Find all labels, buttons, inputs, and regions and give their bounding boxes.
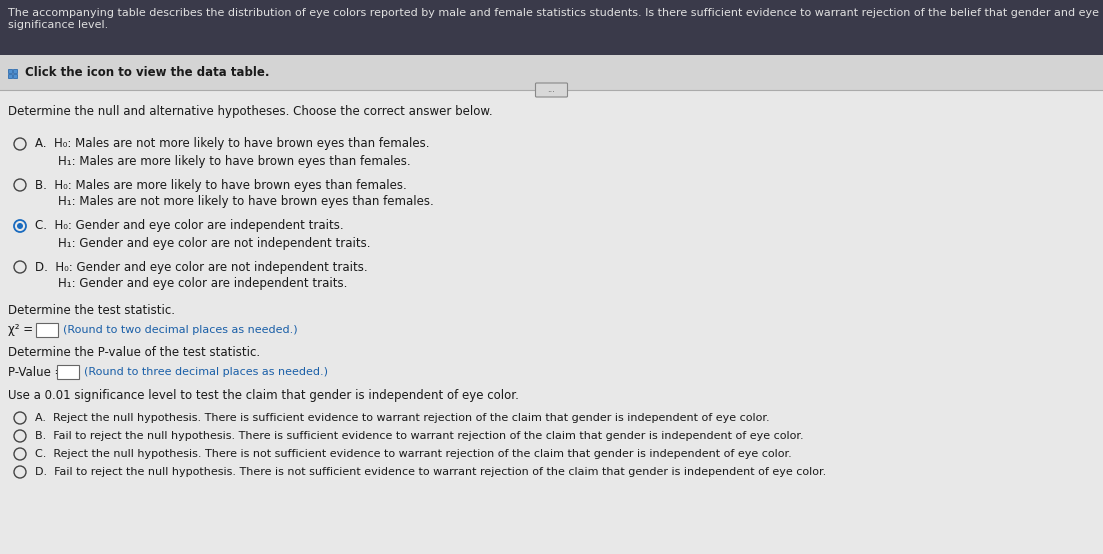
Text: P-Value =: P-Value = xyxy=(8,366,64,378)
Text: The accompanying table describes the distribution of eye colors reported by male: The accompanying table describes the dis… xyxy=(8,8,1103,29)
Text: (Round to two decimal places as needed.): (Round to two decimal places as needed.) xyxy=(63,325,298,335)
Bar xyxy=(0,90,1103,554)
Text: Click the icon to view the data table.: Click the icon to view the data table. xyxy=(25,66,269,79)
Text: H₁: Males are more likely to have brown eyes than females.: H₁: Males are more likely to have brown … xyxy=(58,155,410,167)
Circle shape xyxy=(17,223,23,229)
Bar xyxy=(13,74,17,78)
Bar xyxy=(8,69,12,73)
Text: H₁: Males are not more likely to have brown eyes than females.: H₁: Males are not more likely to have br… xyxy=(58,196,433,208)
Text: Determine the null and alternative hypotheses. Choose the correct answer below.: Determine the null and alternative hypot… xyxy=(8,105,493,119)
Text: B.  Fail to reject the null hypothesis. There is sufficient evidence to warrant : B. Fail to reject the null hypothesis. T… xyxy=(35,431,804,441)
Bar xyxy=(8,74,12,78)
Text: Determine the test statistic.: Determine the test statistic. xyxy=(8,304,175,316)
Bar xyxy=(0,0,1103,55)
Text: C.  Reject the null hypothesis. There is not sufficient evidence to warrant reje: C. Reject the null hypothesis. There is … xyxy=(35,449,792,459)
Text: (Round to three decimal places as needed.): (Round to three decimal places as needed… xyxy=(84,367,328,377)
Bar xyxy=(0,55,1103,90)
Text: D.  Fail to reject the null hypothesis. There is not sufficient evidence to warr: D. Fail to reject the null hypothesis. T… xyxy=(35,467,826,477)
Bar xyxy=(57,365,79,379)
Text: D.  H₀: Gender and eye color are not independent traits.: D. H₀: Gender and eye color are not inde… xyxy=(35,260,367,274)
Text: H₁: Gender and eye color are independent traits.: H₁: Gender and eye color are independent… xyxy=(58,278,347,290)
Text: B.  H₀: Males are more likely to have brown eyes than females.: B. H₀: Males are more likely to have bro… xyxy=(35,178,407,192)
Text: H₁: Gender and eye color are not independent traits.: H₁: Gender and eye color are not indepen… xyxy=(58,237,371,249)
Text: A.  H₀: Males are not more likely to have brown eyes than females.: A. H₀: Males are not more likely to have… xyxy=(35,137,429,151)
FancyBboxPatch shape xyxy=(535,83,568,97)
Text: A.  Reject the null hypothesis. There is sufficient evidence to warrant rejectio: A. Reject the null hypothesis. There is … xyxy=(35,413,770,423)
Bar xyxy=(36,323,58,337)
Text: χ² =: χ² = xyxy=(8,324,33,336)
Text: ...: ... xyxy=(547,85,556,95)
Bar xyxy=(13,69,17,73)
Text: Determine the P-value of the test statistic.: Determine the P-value of the test statis… xyxy=(8,346,260,358)
Text: C.  H₀: Gender and eye color are independent traits.: C. H₀: Gender and eye color are independ… xyxy=(35,219,344,233)
Text: Use a 0.01 significance level to test the claim that gender is independent of ey: Use a 0.01 significance level to test th… xyxy=(8,389,518,403)
